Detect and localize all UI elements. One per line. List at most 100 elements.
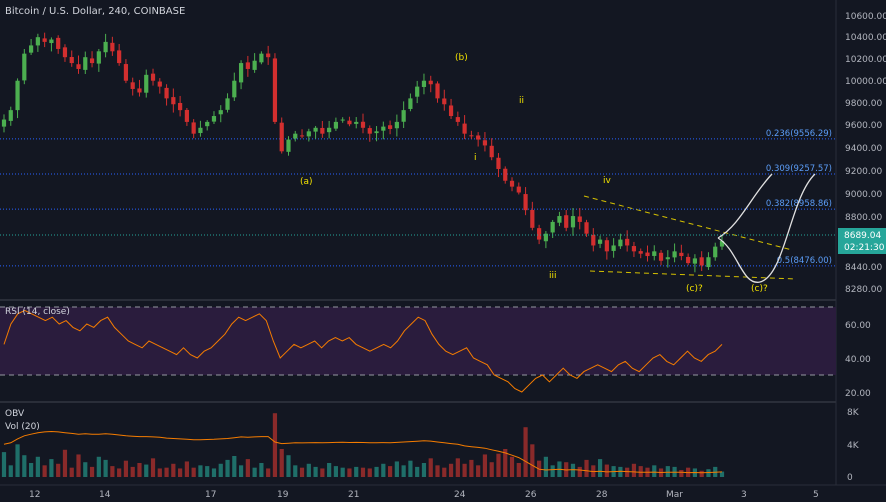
- candle-body: [442, 98, 447, 105]
- price-tick: 9600.00: [845, 121, 882, 131]
- candle-body: [117, 50, 122, 64]
- candle-body: [415, 86, 420, 97]
- price-tick: 8280.00: [845, 285, 882, 295]
- candle-body: [123, 64, 129, 81]
- candle-body: [523, 194, 528, 211]
- volume-bar: [238, 465, 244, 477]
- candle-body: [557, 216, 562, 223]
- volume-bar: [401, 465, 406, 477]
- candle-body: [543, 233, 548, 242]
- volume-bar: [15, 444, 20, 477]
- volume-bar: [489, 462, 494, 477]
- volume-bar: [205, 466, 210, 477]
- candle-body: [42, 38, 47, 42]
- candle-body: [462, 123, 467, 134]
- candle-body: [469, 135, 474, 137]
- volume-bar: [448, 463, 454, 477]
- candle-body: [408, 98, 413, 109]
- bullish-projection-path[interactable]: [717, 173, 773, 239]
- volume-bar: [266, 468, 271, 477]
- volume-bar: [442, 467, 447, 477]
- rsi-tick: 40.00: [845, 355, 871, 365]
- time-tick: 19: [277, 490, 289, 500]
- volume-bar: [28, 463, 34, 477]
- vol-title[interactable]: Vol (20): [5, 422, 40, 432]
- volume-bar: [164, 467, 169, 477]
- candle-body: [489, 145, 494, 158]
- bearish-projection-path[interactable]: [717, 173, 816, 283]
- candle-body: [686, 256, 691, 264]
- volume-bar: [157, 468, 162, 477]
- time-tick: 5: [813, 490, 819, 500]
- candle-body: [238, 63, 244, 83]
- volume-bar: [543, 456, 548, 477]
- candle-body: [692, 258, 698, 264]
- volume-bar: [171, 463, 176, 477]
- candle-body: [266, 53, 271, 58]
- rsi-title[interactable]: RSI (14, close): [5, 307, 70, 317]
- volume-bar: [516, 463, 521, 477]
- volume-bar: [699, 470, 704, 477]
- candle-body: [28, 45, 34, 53]
- chart-title[interactable]: Bitcoin / U.S. Dollar, 240, COINBASE: [5, 6, 185, 17]
- candle-body: [62, 47, 68, 58]
- obv-title[interactable]: OBV: [5, 409, 25, 419]
- time-axis[interactable]: 12 14 17 19 21 24 26 28 Mar 3 5: [29, 490, 819, 500]
- volume-bar: [272, 413, 278, 477]
- candle-body: [347, 120, 352, 125]
- candle-body: [496, 157, 501, 169]
- volume-bar: [415, 466, 420, 477]
- candle-body: [211, 116, 217, 122]
- obv-line: [3, 430, 723, 474]
- volume-bar: [360, 467, 366, 477]
- candle-body: [198, 127, 203, 134]
- volume-bar: [340, 467, 345, 477]
- candle-body: [184, 109, 189, 122]
- volume-bar: [123, 460, 129, 477]
- candle-body: [8, 110, 13, 121]
- time-tick: 26: [525, 490, 537, 500]
- volume-bar: [719, 471, 725, 477]
- candle-body: [638, 251, 643, 254]
- volume-bar: [570, 463, 576, 477]
- candle-body: [611, 245, 616, 251]
- candle-body: [245, 62, 250, 69]
- price-tick: 9200.00: [845, 167, 882, 177]
- candle-body: [618, 239, 623, 247]
- volume-bar: [523, 427, 528, 477]
- candle-body: [1, 119, 7, 127]
- candle-body: [652, 251, 657, 256]
- candle-body: [320, 127, 325, 134]
- candle-body: [83, 57, 88, 70]
- candle-body: [164, 87, 169, 99]
- candle-body: [327, 127, 332, 133]
- wedge-lower-trendline[interactable]: [589, 270, 797, 280]
- volume-bar: [8, 465, 13, 477]
- volume-bar: [245, 459, 250, 477]
- candle-body: [631, 246, 637, 252]
- time-tick: 17: [205, 490, 216, 500]
- wave-label-a: (a): [300, 177, 313, 187]
- price-tick: 9800.00: [845, 99, 882, 109]
- obv-tick: 8K: [847, 408, 860, 418]
- candle-body: [672, 251, 677, 258]
- current-price-tag[interactable]: [838, 228, 886, 254]
- candle-body: [178, 102, 183, 111]
- candle-body: [564, 215, 569, 228]
- candle-body: [340, 119, 345, 121]
- candle-body: [665, 257, 670, 260]
- volume-bar: [150, 458, 156, 477]
- candle-body: [306, 131, 311, 137]
- candle-body: [625, 238, 630, 246]
- volume-bar: [306, 463, 311, 477]
- volume-bar: [381, 463, 386, 477]
- volume-bar: [35, 456, 40, 477]
- candle-body: [130, 82, 135, 89]
- volume-bar: [232, 456, 237, 477]
- price-axis[interactable]: 10600.00 10400.00 10200.00 10000.00 9800…: [845, 12, 886, 295]
- price-tick: 9400.00: [845, 144, 882, 154]
- candle-body: [435, 83, 440, 99]
- candle-body: [22, 53, 27, 81]
